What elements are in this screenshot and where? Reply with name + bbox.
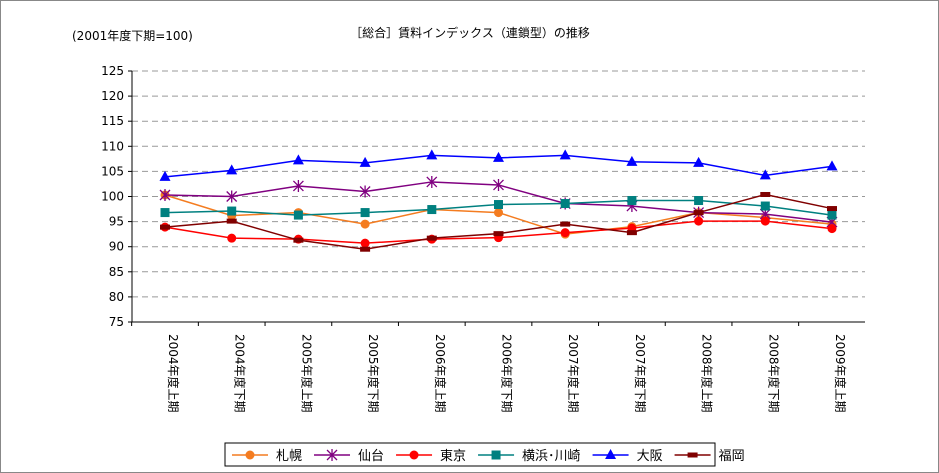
x-tick-label: 2007年度下期 [633,334,648,413]
x-tick-label: 2009年度上期 [833,334,848,413]
x-tick-label: 2006年度上期 [433,334,448,413]
legend-marker [326,449,338,461]
data-point [693,156,705,167]
x-tick-label: 2005年度上期 [299,334,314,413]
data-point [759,169,771,180]
data-point [493,178,504,191]
data-point [827,206,837,212]
x-tick-label: 2006年度下期 [500,334,515,413]
y-tick-label: 110 [101,139,124,153]
data-point [360,219,370,229]
data-point [293,237,304,243]
y-tick-label: 95 [109,215,124,229]
data-point [627,196,637,206]
y-axis-label: (2001年度下期=100) [72,28,193,43]
x-tick-label: 2008年度上期 [700,334,715,413]
data-point [159,170,171,181]
data-point [827,210,837,220]
y-tick-label: 100 [101,190,124,204]
data-point [226,164,238,175]
data-point [160,208,170,218]
data-point [560,228,570,238]
x-tick-label: 2007年度上期 [566,334,581,413]
data-point [826,160,838,171]
data-point [227,233,237,243]
legend-marker [687,452,698,458]
data-point [694,196,704,206]
legend-label: 福岡 [719,449,745,464]
y-tick-label: 120 [101,89,124,103]
data-point [293,210,303,220]
legend-label: 仙台 [358,449,384,464]
data-point [360,208,370,218]
data-point [360,246,371,252]
chart-title: ［総合］賃料インデックス（連鎖型）の推移 [350,25,590,40]
data-point [693,210,704,216]
data-point [494,200,503,210]
data-point [494,208,503,218]
data-point [427,205,437,215]
data-point [426,235,437,241]
data-point [360,238,370,248]
x-tick-label: 2004年度上期 [166,334,181,413]
y-tick-label: 105 [101,164,124,178]
legend-marker [605,449,617,459]
legend-label: 札幌 [276,448,302,464]
legend-marker [409,450,419,460]
data-point [160,224,170,230]
data-point [227,206,237,216]
legend-label: 東京 [440,448,466,464]
data-point [359,156,371,167]
y-tick-label: 75 [109,315,124,329]
data-point [426,149,438,160]
data-point [159,188,171,201]
y-tick-label: 80 [109,290,124,304]
legend-label: 横浜･川崎 [522,449,581,464]
x-tick-label: 2005年度下期 [366,334,381,413]
data-point [226,190,238,203]
data-point [359,185,371,198]
data-point [426,175,438,188]
data-point [694,216,704,226]
data-point [760,191,771,197]
y-tick-label: 115 [101,114,124,128]
x-tick-label: 2008年度下期 [766,334,781,413]
data-point [292,179,304,192]
data-point [560,221,571,227]
data-point [760,216,770,226]
y-tick-label: 90 [109,240,124,254]
data-point [626,230,637,236]
legend-label: 大阪 [637,449,663,464]
x-tick-label: 2004年度下期 [233,334,248,413]
data-point [292,154,304,165]
data-point [559,149,571,160]
data-point [493,151,504,162]
data-point [827,224,837,234]
y-tick-label: 85 [109,265,124,279]
legend-marker [245,450,255,460]
y-tick-label: 125 [101,64,124,78]
data-point [493,231,504,237]
legend-marker [491,450,501,460]
data-point [226,218,237,224]
legend [224,442,716,467]
data-point [626,155,638,166]
data-point [760,201,770,211]
data-point [560,199,570,209]
